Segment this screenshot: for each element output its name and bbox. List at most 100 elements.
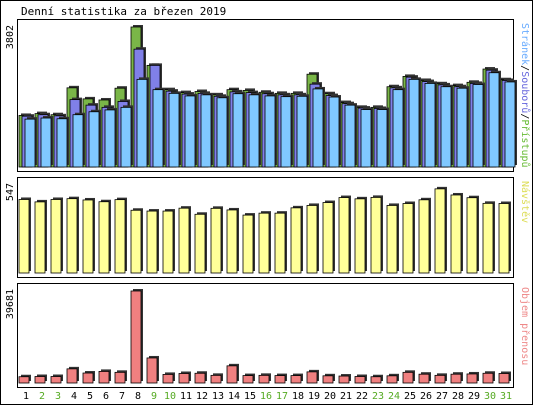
bar (162, 374, 174, 384)
bar (232, 93, 244, 168)
bar (296, 95, 308, 168)
bar (146, 210, 158, 274)
bar (98, 201, 110, 274)
x-tick-label: 4 (71, 391, 77, 402)
x-tick-label: 19 (308, 391, 320, 402)
bar (408, 78, 420, 168)
bar (354, 376, 366, 384)
bar (146, 357, 158, 384)
bar (178, 207, 190, 274)
panel-volume: 39681 Objem přenosu (5, 283, 531, 388)
bar (450, 373, 462, 384)
bar (306, 205, 318, 274)
bar (280, 96, 292, 168)
bar (376, 109, 388, 168)
bar (194, 213, 206, 274)
panels: 3802 Stránek/Souborů/Přístupů 547 Návštěv 39… (5, 19, 531, 388)
x-tick-label: 5 (87, 391, 93, 402)
bar (34, 201, 46, 274)
panel-frame (17, 283, 514, 388)
x-tick-label: 29 (468, 391, 480, 402)
bar (386, 205, 398, 274)
bar (434, 374, 446, 384)
bar (114, 199, 126, 274)
x-tick-label: 23 (372, 391, 384, 402)
bar (264, 95, 276, 168)
bar (82, 199, 94, 274)
bar (434, 188, 446, 274)
x-tick-label: 30 (484, 391, 496, 402)
x-tick-label: 20 (324, 391, 336, 402)
bar (450, 194, 462, 274)
bar (178, 373, 190, 384)
panel-traffic: 3802 Stránek/Souborů/Přístupů (5, 19, 531, 172)
bar (354, 198, 366, 274)
x-tick-label: 18 (292, 391, 304, 402)
bar (210, 374, 222, 384)
x-tick-label: 21 (340, 391, 352, 402)
y-max-label: 547 (5, 183, 16, 201)
bar (418, 373, 430, 384)
bar (402, 371, 414, 384)
bar (344, 104, 356, 168)
x-tick-label: 3 (55, 391, 61, 402)
bar (34, 376, 46, 384)
bar (130, 209, 142, 274)
bar (306, 371, 318, 384)
bar (258, 374, 270, 384)
bar (386, 375, 398, 384)
bar (498, 373, 510, 384)
bar (82, 372, 94, 384)
bar (88, 111, 100, 168)
panel-visits: 547 Návštěv (5, 177, 531, 278)
x-tick-label: 10 (164, 391, 176, 402)
bar (168, 92, 180, 168)
x-tick-label: 16 (260, 391, 272, 402)
series-Návštěv (18, 186, 511, 274)
x-axis-labels: 1 2 3 4 5 6 7 8 9 10 11 12 13 14 15 16 17 18 19 20 21 22 23 24 2… (23, 391, 512, 402)
x-tick-label: 7 (119, 391, 125, 402)
bar (274, 375, 286, 384)
bar (472, 84, 484, 168)
bar (248, 94, 260, 168)
bar (120, 106, 132, 168)
bar (242, 375, 254, 384)
x-tick-label: 31 (500, 391, 512, 402)
bar (50, 199, 62, 274)
bar (290, 207, 302, 274)
x-tick-label: 8 (135, 391, 141, 402)
bar (114, 371, 126, 384)
bar (466, 197, 478, 274)
bar (424, 83, 436, 168)
bar (18, 376, 30, 384)
x-tick-label: 2 (39, 391, 45, 402)
bar (98, 371, 110, 384)
bar (418, 199, 430, 274)
series-side-label: Stránek/Souborů/Přístupů (519, 23, 531, 168)
x-tick-label: 15 (244, 391, 256, 402)
bar (104, 109, 116, 168)
bar (40, 117, 52, 168)
bar (50, 376, 62, 384)
chart-title: Denní statistika za březen 2019 (21, 5, 226, 18)
x-tick-label: 11 (180, 391, 192, 402)
series-Stránek (24, 70, 517, 168)
x-tick-label: 22 (356, 391, 368, 402)
bar (56, 118, 68, 168)
x-tick-label: 27 (436, 391, 448, 402)
bar (136, 78, 148, 168)
x-tick-label: 1 (23, 391, 29, 402)
bar (402, 203, 414, 274)
bar (498, 203, 510, 274)
bar (370, 196, 382, 274)
bar (72, 114, 84, 168)
x-tick-label: 26 (420, 391, 432, 402)
bar (360, 109, 372, 168)
bar (274, 212, 286, 274)
bar (322, 202, 334, 274)
series-side-label: Návštěv (519, 181, 531, 223)
bar (290, 375, 302, 384)
bar (66, 198, 78, 274)
bar (200, 94, 212, 168)
bar (456, 87, 468, 168)
